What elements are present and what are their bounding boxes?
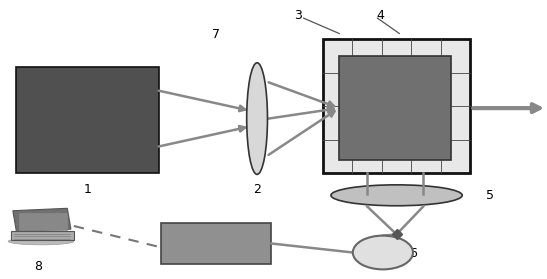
- Text: 6: 6: [409, 247, 417, 260]
- Bar: [16, 67, 159, 173]
- Ellipse shape: [247, 63, 267, 174]
- Ellipse shape: [353, 235, 413, 270]
- Bar: [339, 56, 451, 160]
- Bar: [11, 231, 74, 240]
- Text: 4: 4: [376, 9, 384, 22]
- Bar: [323, 39, 470, 173]
- Bar: [161, 223, 271, 264]
- Text: 5: 5: [486, 189, 493, 202]
- Text: 7: 7: [212, 28, 220, 41]
- Text: 2: 2: [253, 183, 261, 196]
- Bar: [13, 208, 71, 232]
- Ellipse shape: [8, 238, 74, 245]
- Text: 3: 3: [294, 9, 302, 22]
- Ellipse shape: [331, 185, 462, 206]
- Text: 1: 1: [84, 183, 91, 196]
- Bar: [19, 213, 67, 230]
- Text: 8: 8: [34, 260, 42, 273]
